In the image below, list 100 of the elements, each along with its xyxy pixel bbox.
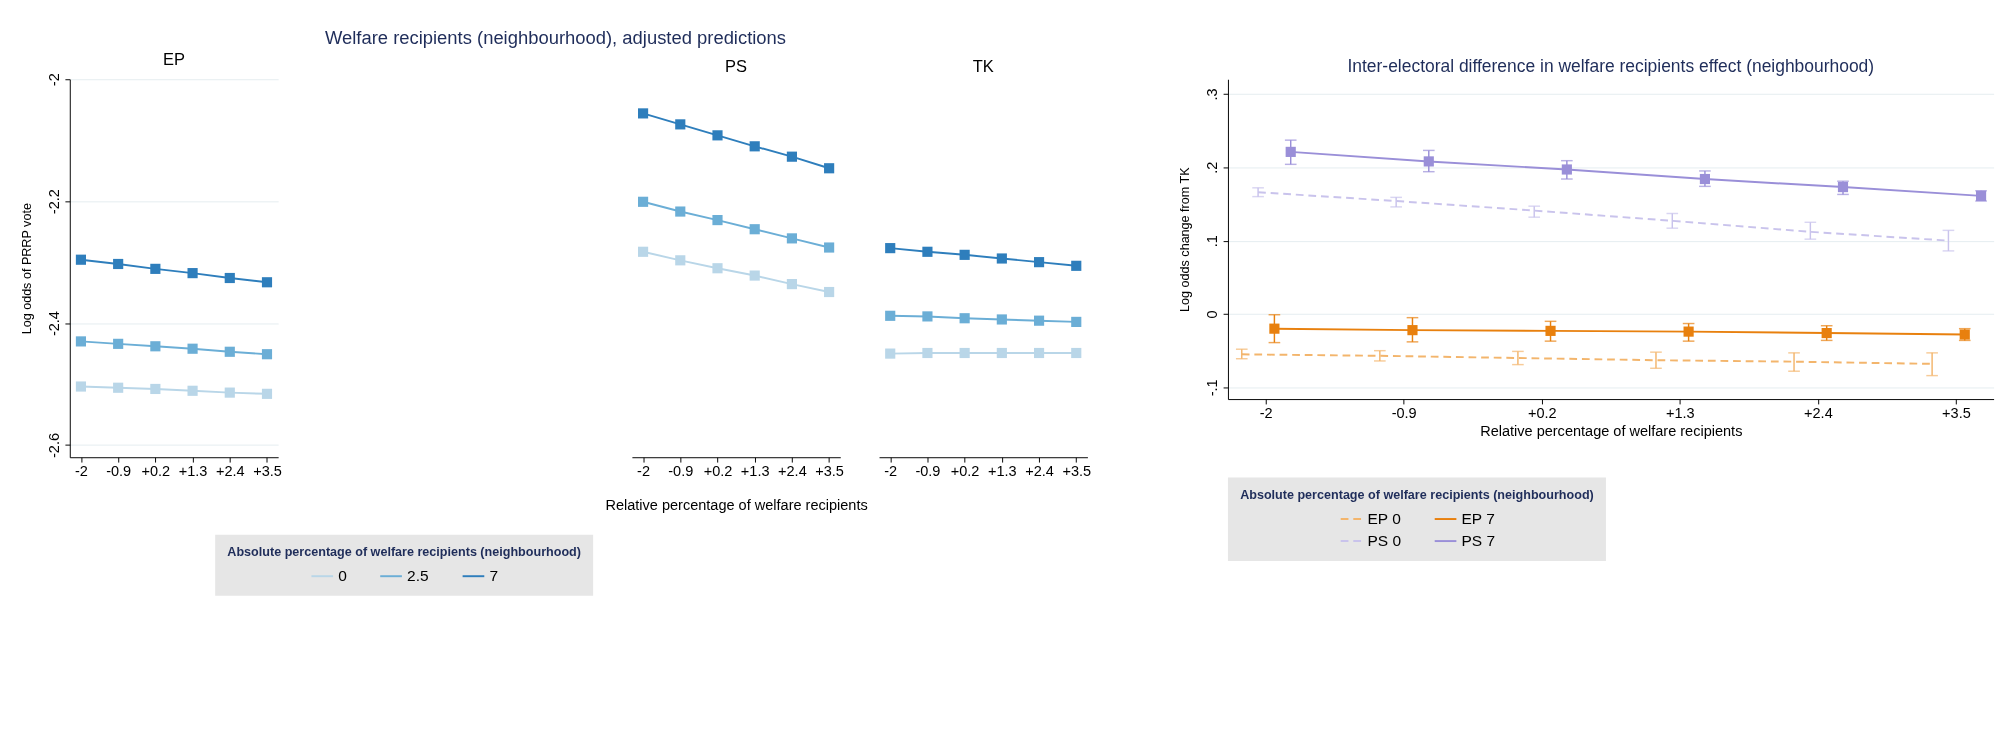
chart-subtitle: TK xyxy=(972,56,994,75)
point xyxy=(1033,315,1045,326)
point xyxy=(1033,347,1045,359)
point xyxy=(749,270,760,281)
point xyxy=(187,385,198,396)
point xyxy=(712,130,723,141)
y-tick-label: -.1 xyxy=(1203,379,1220,397)
point xyxy=(1561,164,1572,175)
y-tick-label: -2.2 xyxy=(45,189,62,215)
point xyxy=(885,243,896,254)
y-axis-title: Log odds of PRRP vote xyxy=(19,203,34,335)
chart-title: Inter-electoral difference in welfare recipients effect (neighbourhood) xyxy=(1347,55,1875,76)
point xyxy=(922,246,933,257)
y-tick-label: .1 xyxy=(1203,235,1220,248)
point xyxy=(712,263,723,274)
point xyxy=(150,341,161,352)
legend-label: 0 xyxy=(338,567,348,585)
x-tick-label: +0.2 xyxy=(1527,404,1557,421)
point xyxy=(75,381,87,392)
point xyxy=(996,347,1007,359)
x-tick-label: +3.5 xyxy=(1942,404,1971,421)
point xyxy=(959,313,970,324)
y-tick-label: .2 xyxy=(1203,161,1220,174)
point xyxy=(1683,326,1694,337)
legend-title: Absolute percentage of welfare recipients (neighbourhood) xyxy=(227,545,581,560)
x-tick-label: -0.9 xyxy=(106,463,132,480)
point xyxy=(786,279,797,290)
legend-title: Absolute percentage of welfare recipients (neighbourhood) xyxy=(1240,487,1594,502)
point xyxy=(959,347,970,359)
x-tick-label: +1.3 xyxy=(178,463,208,480)
point xyxy=(224,272,235,284)
legend-label: 7 xyxy=(489,567,499,585)
point xyxy=(959,249,970,260)
point xyxy=(675,119,686,130)
point xyxy=(75,254,87,265)
point xyxy=(675,206,686,217)
point xyxy=(1545,325,1556,336)
point xyxy=(885,310,896,321)
point xyxy=(113,382,124,393)
point xyxy=(1285,146,1296,157)
point xyxy=(150,383,161,395)
point xyxy=(150,263,161,274)
point xyxy=(824,286,835,298)
y-tick-label: 0 xyxy=(1203,310,1220,319)
x-tick-label: +0.2 xyxy=(141,463,171,480)
x-tick-label: +3.5 xyxy=(815,463,844,480)
x-tick-label: +2.4 xyxy=(1804,404,1833,421)
point xyxy=(261,349,273,360)
point xyxy=(1071,347,1082,359)
y-tick-label: .3 xyxy=(1203,88,1220,101)
point xyxy=(637,108,649,119)
legend-label: EP 0 xyxy=(1367,509,1402,527)
x-tick-label: -0.9 xyxy=(668,463,694,480)
point xyxy=(187,343,198,354)
legend-label: PS 7 xyxy=(1461,531,1496,549)
point xyxy=(824,242,835,253)
x-axis-title: Relative percentage of welfare recipients xyxy=(1480,423,1743,440)
x-tick-label: +0.2 xyxy=(703,463,733,480)
point xyxy=(637,246,649,257)
point xyxy=(1423,156,1434,167)
y-tick-label: -2.6 xyxy=(45,433,62,459)
x-tick-label: +2.4 xyxy=(215,463,245,480)
point xyxy=(1269,323,1280,334)
y-tick-label: -2 xyxy=(45,73,62,87)
point xyxy=(885,348,896,359)
point xyxy=(113,338,124,349)
y-tick-label: -2.4 xyxy=(45,311,62,337)
x-tick-label: +3.5 xyxy=(253,463,282,480)
point xyxy=(1071,316,1082,327)
point xyxy=(922,347,933,359)
point xyxy=(224,346,235,357)
x-axis-title: Relative percentage of welfare recipients xyxy=(605,497,868,514)
point xyxy=(712,215,723,226)
point xyxy=(1407,325,1418,336)
legend-label: EP 7 xyxy=(1461,509,1495,527)
chart-subtitle: EP xyxy=(162,50,185,69)
point xyxy=(637,196,649,207)
point xyxy=(187,268,198,279)
x-tick-label: +3.5 xyxy=(1062,463,1092,480)
point xyxy=(749,224,760,235)
x-tick-label: -2 xyxy=(74,463,88,480)
chart-title: Welfare recipients (neighbourhood), adjusted predictions xyxy=(324,26,787,48)
y-axis-title: Log odds change from TK xyxy=(1177,166,1192,312)
point xyxy=(261,277,273,288)
point xyxy=(922,311,933,322)
point xyxy=(261,388,273,399)
point xyxy=(224,387,235,398)
x-tick-label: -2 xyxy=(637,463,651,480)
legend-label: 2.5 xyxy=(407,567,429,585)
point xyxy=(1033,257,1045,268)
point xyxy=(113,258,124,270)
point xyxy=(75,336,87,347)
point xyxy=(996,253,1007,264)
x-tick-label: +1.3 xyxy=(740,463,770,480)
point xyxy=(786,151,797,162)
x-tick-label: -2 xyxy=(1259,404,1273,421)
x-tick-label: -2 xyxy=(884,463,898,480)
point xyxy=(996,314,1007,325)
legend-label: PS 0 xyxy=(1367,531,1402,549)
x-tick-label: -0.9 xyxy=(1391,404,1417,421)
